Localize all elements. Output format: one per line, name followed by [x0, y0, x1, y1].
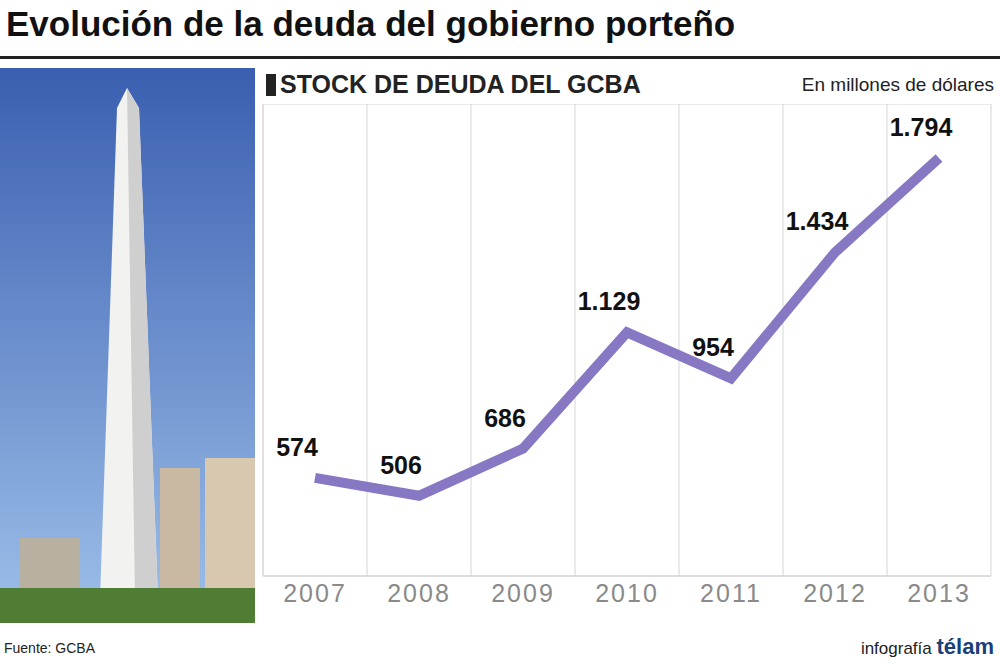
svg-text:686: 686 — [484, 404, 526, 432]
html-text:infografía télam: infografía télam — [860, 634, 994, 659]
html-text:En millones de dólares: En millones de dólares — [801, 74, 994, 95]
html-text:STOCK DE DEUDA DEL GCBA: STOCK DE DEUDA DEL GCBA — [280, 70, 641, 98]
svg-text:1.129: 1.129 — [578, 287, 641, 315]
svg-text:2013: 2013 — [907, 579, 971, 607]
svg-text:954: 954 — [692, 333, 734, 361]
svg-text:506: 506 — [380, 451, 422, 479]
svg-text:2008: 2008 — [387, 579, 451, 607]
svg-text:2007: 2007 — [283, 579, 347, 607]
html-text:Evolución de la deuda del gobi: Evolución de la deuda del gobierno porte… — [6, 4, 736, 43]
svg-text:2012: 2012 — [803, 579, 867, 607]
svg-text:2011: 2011 — [700, 579, 762, 607]
svg-text:2010: 2010 — [595, 579, 659, 607]
svg-text:574: 574 — [276, 433, 318, 461]
html-text:Fuente: GCBA: Fuente: GCBA — [4, 640, 95, 656]
svg-text:2009: 2009 — [491, 579, 555, 607]
svg-text:1.794: 1.794 — [890, 113, 953, 141]
svg-text:1.434: 1.434 — [786, 207, 849, 235]
